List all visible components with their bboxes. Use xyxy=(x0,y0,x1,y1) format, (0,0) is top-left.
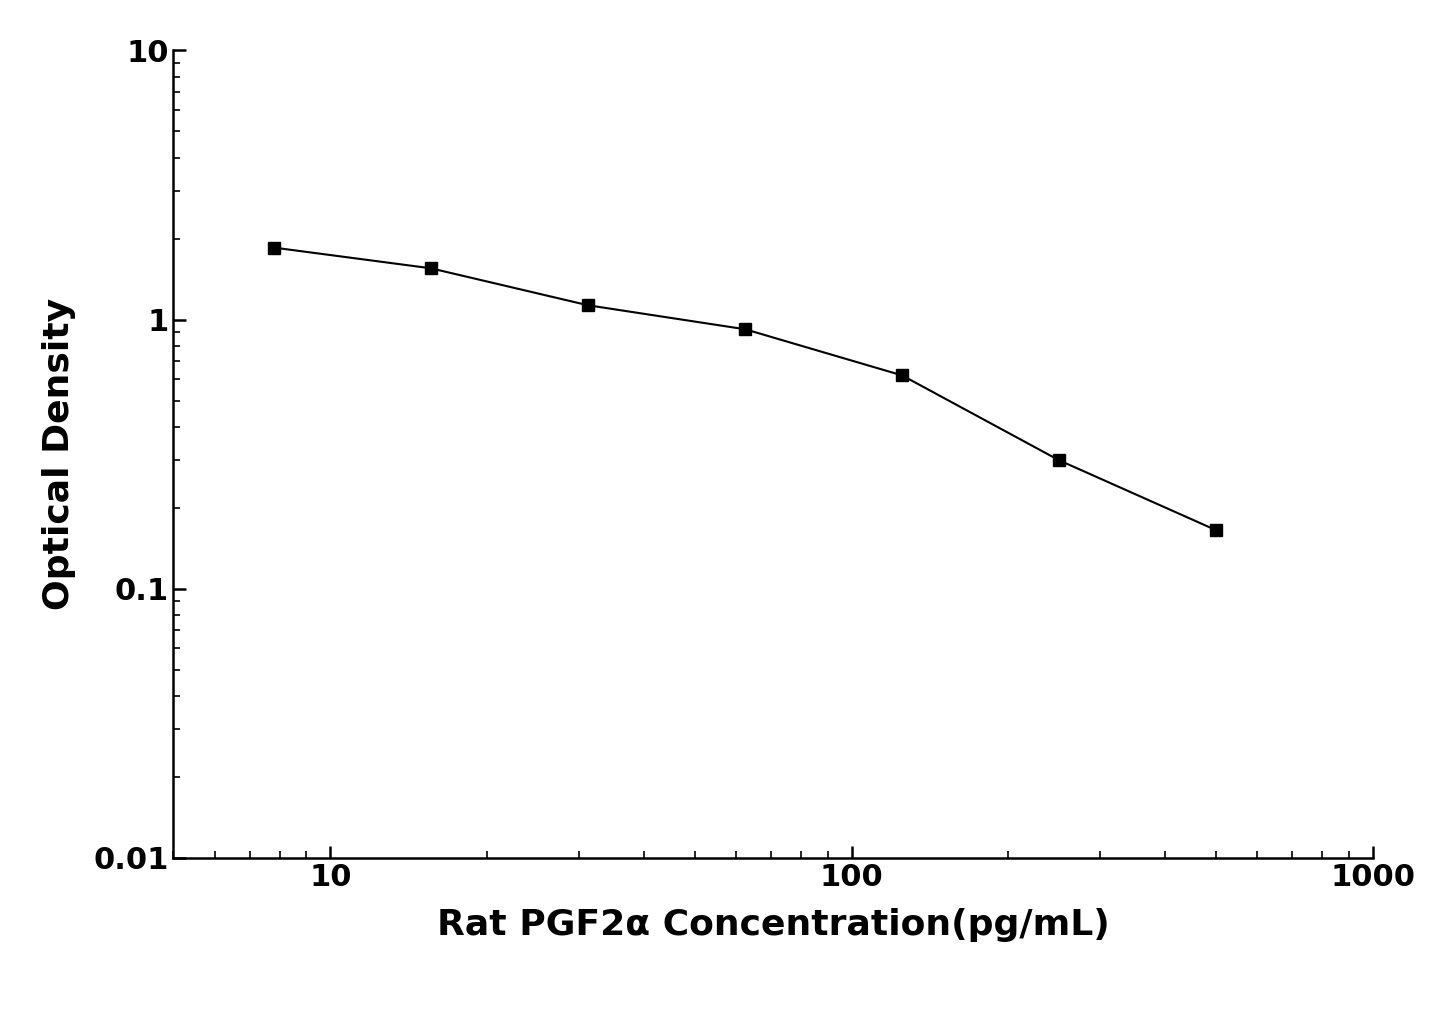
X-axis label: Rat PGF2α Concentration(pg/mL): Rat PGF2α Concentration(pg/mL) xyxy=(436,908,1110,942)
Y-axis label: Optical Density: Optical Density xyxy=(42,298,77,610)
